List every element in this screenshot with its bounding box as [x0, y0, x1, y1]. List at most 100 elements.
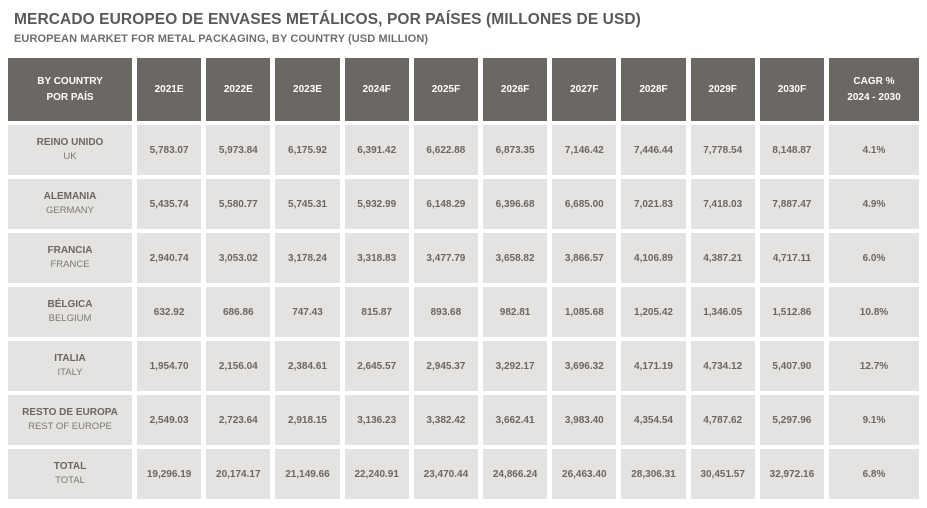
value-cell: 3,696.32 — [552, 341, 617, 391]
country-cell: REINO UNIDO UK — [8, 125, 132, 175]
value-cell: 6,148.29 — [413, 179, 478, 229]
country-name-es: BÉLGICA — [47, 298, 93, 310]
country-cell: ALEMANIA GERMANY — [8, 179, 132, 229]
table-row: FRANCIA FRANCE 2,940.74 3,053.02 3,178.24 3,3… — [8, 233, 919, 283]
header-country-line1: BY COUNTRY — [37, 76, 103, 87]
value-cell: 1,512.86 — [759, 287, 824, 337]
value-cell: 3,662.41 — [482, 395, 548, 445]
cagr-cell: 12.7% — [828, 341, 919, 391]
country-name-en: ITALY — [57, 367, 83, 379]
value-cell: 28,306.31 — [621, 449, 686, 499]
country-cell: ITALIA ITALY — [8, 341, 132, 391]
value-cell: 4,387.21 — [690, 233, 755, 283]
value-cell: 3,136.23 — [344, 395, 409, 445]
page-title: MERCADO EUROPEO DE ENVASES METÁLICOS, PO… — [14, 11, 641, 28]
value-cell: 3,658.82 — [482, 233, 548, 283]
value-cell: 6,622.88 — [413, 125, 478, 175]
header-cell-year: 2023E — [275, 58, 340, 121]
value-cell: 7,778.54 — [690, 125, 755, 175]
value-cell: 2,918.15 — [275, 395, 340, 445]
country-cell: RESTO DE EUROPA REST OF EUROPE — [8, 395, 132, 445]
value-cell: 5,435.74 — [137, 179, 202, 229]
value-cell: 19,296.19 — [137, 449, 202, 499]
value-cell: 4,734.12 — [690, 341, 755, 391]
value-cell: 686.86 — [206, 287, 271, 337]
table-row: REINO UNIDO UK 5,783.07 5,973.84 6,175.92 6,3… — [8, 125, 919, 175]
country-name-es: RESTO DE EUROPA — [22, 406, 118, 418]
header-cell-year: 2024F — [344, 58, 409, 121]
page-subtitle: EUROPEAN MARKET FOR METAL PACKAGING, BY … — [14, 33, 429, 45]
header-cell-year: 2021E — [137, 58, 202, 121]
value-cell: 982.81 — [482, 287, 548, 337]
header-cell-year: 2026F — [482, 58, 548, 121]
country-cell: BÉLGICA BELGIUM — [8, 287, 132, 337]
cagr-cell: 6.0% — [828, 233, 919, 283]
header-cell-cagr: CAGR % 2024 - 2030 — [828, 58, 919, 121]
value-cell: 5,973.84 — [206, 125, 271, 175]
country-name-en: GERMANY — [45, 205, 95, 217]
header-cell-country: BY COUNTRY POR PAÍS — [8, 58, 132, 121]
country-cell: TOTAL TOTAL — [8, 449, 132, 499]
table-row: ALEMANIA GERMANY 5,435.74 5,580.77 5,745.31 5… — [8, 179, 919, 229]
value-cell: 6,685.00 — [552, 179, 617, 229]
value-cell: 6,175.92 — [275, 125, 340, 175]
value-cell: 2,549.03 — [137, 395, 202, 445]
value-cell: 30,451.57 — [690, 449, 755, 499]
value-cell: 2,156.04 — [206, 341, 271, 391]
value-cell: 24,866.24 — [482, 449, 548, 499]
value-cell: 4,106.89 — [621, 233, 686, 283]
header-cell-year: 2029F — [690, 58, 755, 121]
value-cell: 32,972.16 — [759, 449, 824, 499]
header-cagr-line2: 2024 - 2030 — [847, 91, 901, 103]
value-cell: 5,407.90 — [759, 341, 824, 391]
value-cell: 7,418.03 — [690, 179, 755, 229]
header-country-line2: POR PAÍS — [46, 91, 94, 103]
header-cell-year: 2028F — [621, 58, 686, 121]
value-cell: 7,021.83 — [621, 179, 686, 229]
value-cell: 4,787.62 — [690, 395, 755, 445]
table-row: BÉLGICA BELGIUM 632.92 686.86 747.43 815.87 89… — [8, 287, 919, 337]
header-cell-year: 2025F — [413, 58, 478, 121]
table-row: RESTO DE EUROPA REST OF EUROPE 2,549.03 2,7… — [8, 395, 919, 445]
value-cell: 1,085.68 — [552, 287, 617, 337]
table-header-row: BY COUNTRY POR PAÍS 2021E 2022E 2023E 2024F… — [8, 58, 919, 121]
value-cell: 23,470.44 — [413, 449, 478, 499]
cagr-cell: 9.1% — [828, 395, 919, 445]
header-cell-year: 2022E — [206, 58, 271, 121]
value-cell: 6,391.42 — [344, 125, 409, 175]
country-name-en: TOTAL — [55, 475, 85, 487]
table-row: ITALIA ITALY 1,954.70 2,156.04 2,384.61 2,645… — [8, 341, 919, 391]
value-cell: 3,318.83 — [344, 233, 409, 283]
table-body: REINO UNIDO UK 5,783.07 5,973.84 6,175.92 6,3… — [8, 125, 919, 499]
value-cell: 7,887.47 — [759, 179, 824, 229]
value-cell: 1,205.42 — [621, 287, 686, 337]
value-cell: 3,292.17 — [482, 341, 548, 391]
value-cell: 3,983.40 — [552, 395, 617, 445]
cagr-cell: 10.8% — [828, 287, 919, 337]
country-name-en: BELGIUM — [48, 313, 92, 325]
value-cell: 2,645.57 — [344, 341, 409, 391]
cagr-cell: 4.9% — [828, 179, 919, 229]
cagr-cell: 6.8% — [828, 449, 919, 499]
value-cell: 7,146.42 — [552, 125, 617, 175]
country-name-es: ITALIA — [54, 352, 86, 364]
value-cell: 4,717.11 — [759, 233, 824, 283]
header-cagr-line1: CAGR % — [853, 76, 895, 87]
cagr-cell: 4.1% — [828, 125, 919, 175]
value-cell: 7,446.44 — [621, 125, 686, 175]
value-cell: 21,149.66 — [275, 449, 340, 499]
value-cell: 5,580.77 — [206, 179, 271, 229]
country-name-es: REINO UNIDO — [36, 136, 104, 148]
country-name-en: UK — [63, 151, 77, 163]
value-cell: 4,171.19 — [621, 341, 686, 391]
country-name-es: TOTAL — [53, 460, 87, 472]
value-cell: 8,148.87 — [759, 125, 824, 175]
page-header: MERCADO EUROPEO DE ENVASES METÁLICOS, PO… — [0, 0, 927, 45]
value-cell: 2,723.64 — [206, 395, 271, 445]
country-name-en: FRANCE — [50, 259, 90, 271]
header-cell-year: 2027F — [552, 58, 617, 121]
value-cell: 2,940.74 — [137, 233, 202, 283]
market-table: BY COUNTRY POR PAÍS 2021E 2022E 2023E 2024F… — [8, 58, 919, 499]
value-cell: 3,053.02 — [206, 233, 271, 283]
value-cell: 3,178.24 — [275, 233, 340, 283]
